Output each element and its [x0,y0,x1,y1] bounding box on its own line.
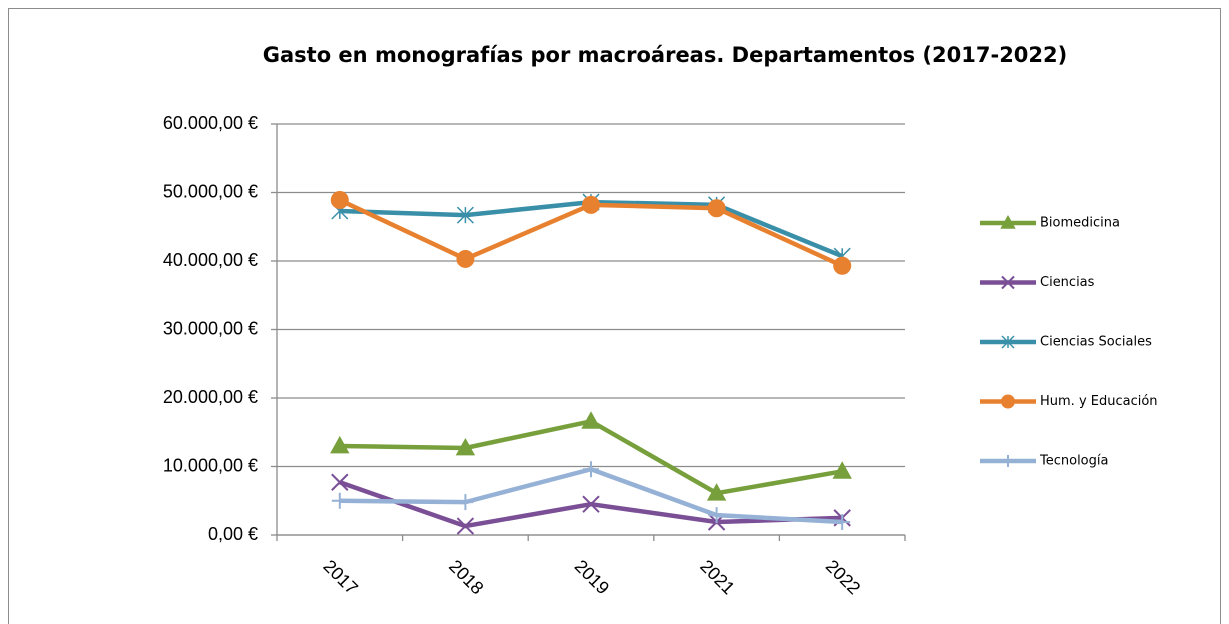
y-tick-label: 50.000,00 € [163,181,258,201]
legend-label: Ciencias Sociales [1040,335,1152,350]
marker [1001,394,1015,409]
chart-border [8,8,1221,624]
marker [582,495,600,513]
marker [833,256,852,275]
y-tick-label: 10.000,00 € [163,455,258,475]
marker [456,249,475,268]
marker [455,437,476,456]
marker [457,494,474,511]
marker [583,461,599,478]
legend-label: Ciencias [1040,275,1095,290]
marker [456,517,475,535]
y-tick-label: 40.000,00 € [163,250,258,270]
y-tick-label: 0,00 € [208,524,258,544]
marker [834,513,851,530]
marker [706,483,727,501]
marker [1002,455,1014,467]
y-tick-label: 30.000,00 € [163,318,258,338]
marker [708,507,725,524]
marker [330,191,349,210]
marker [707,199,726,218]
y-tick-label: 20.000,00 € [163,387,258,407]
marker [330,435,350,454]
marker [1001,335,1015,349]
y-tick-label: 60.000,00 € [163,113,258,133]
marker [581,411,601,429]
legend-label: Hum. y Educación [1040,394,1158,409]
marker [331,492,348,509]
marker [582,195,600,214]
marker [331,473,349,491]
marker [832,461,852,479]
marker [456,206,474,224]
marker [1000,214,1016,229]
chart-title: Gasto en monografías por macroáreas. Dep… [263,43,1068,67]
legend-label: Biomedicina [1040,216,1120,231]
marker [1001,275,1015,290]
legend-label: Tecnología [1039,454,1108,469]
